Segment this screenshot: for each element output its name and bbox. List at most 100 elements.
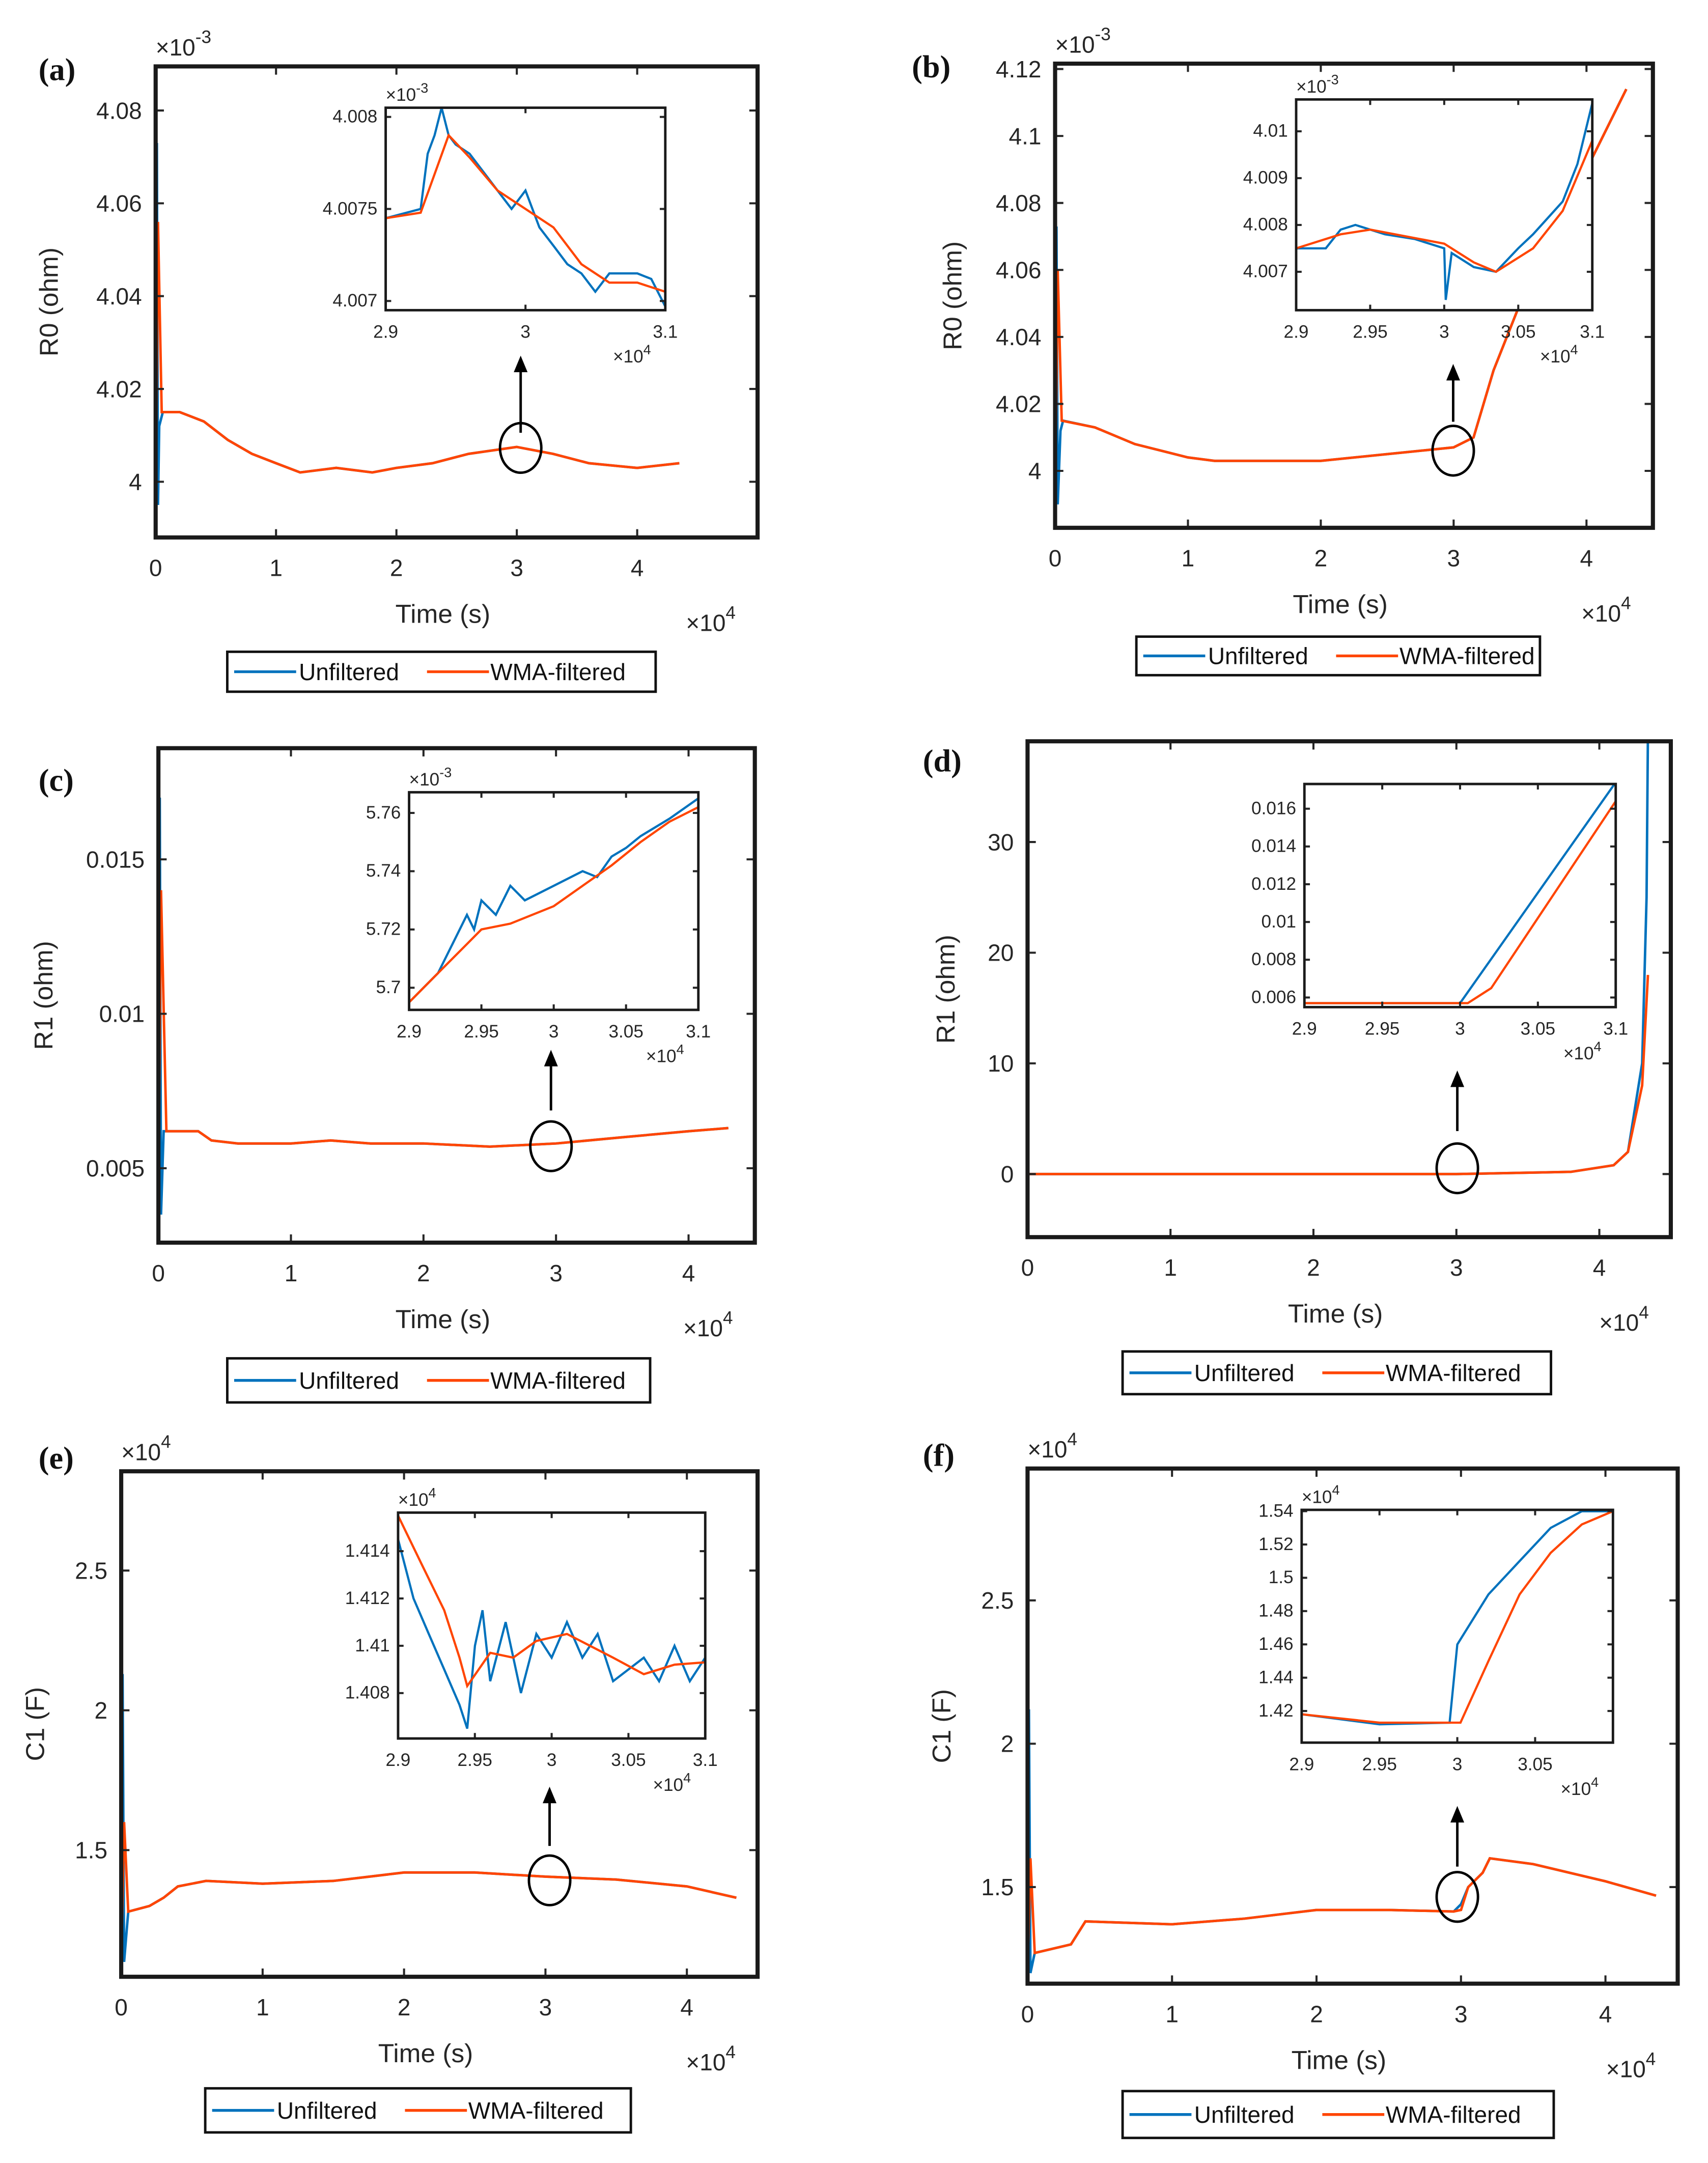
x-tick-label: 4 <box>1599 2001 1612 2027</box>
panel-label: (e) <box>39 1441 74 1476</box>
y-tick-label: 1.5 <box>981 1874 1014 1900</box>
x-tick-label: 3 <box>549 1260 563 1286</box>
x-multiplier-base: ×10 <box>686 610 725 636</box>
inset-axes-box <box>408 791 700 1012</box>
inset-x-tick-label: 3.05 <box>608 1022 643 1042</box>
inset-plot: 2.9 2.95 3 3.05 3.1 0.006 0.008 0.01 0.012 0.014 0… <box>1251 782 1628 1063</box>
y-multiplier: ×10-3 <box>1055 24 1111 58</box>
y-multiplier-exp: -3 <box>195 27 211 47</box>
inset-y-multiplier: ×10-3 <box>386 80 429 105</box>
filtered-series-line <box>155 221 680 528</box>
inset-x-tick-label: 2.9 <box>1292 1019 1317 1039</box>
y-tick-label: 4.08 <box>996 190 1041 216</box>
inset-x-tick-label: 2.9 <box>397 1022 422 1042</box>
inset-x-multiplier: ×104 <box>646 1042 684 1066</box>
inset-x-tick-label: 3.05 <box>1518 1754 1552 1774</box>
axes-box <box>1053 61 1655 530</box>
x-tick-label: 1 <box>1164 1254 1177 1281</box>
inset-x-tick-label: 2.9 <box>1289 1754 1314 1774</box>
inset-x-multiplier: ×104 <box>1540 342 1578 367</box>
arrow-up-icon <box>1450 1070 1465 1087</box>
x-tick-label: 0 <box>115 1994 128 2020</box>
inset-y-tick-label: 1.44 <box>1258 1667 1293 1687</box>
x-tick-label: 2 <box>390 555 403 581</box>
x-tick-label: 0 <box>1021 1254 1034 1281</box>
x-tick-label: 4 <box>680 1994 693 2020</box>
y-tick-label: 2 <box>94 1697 107 1724</box>
legend-unfiltered-label: Unfiltered <box>1194 1360 1295 1386</box>
inset-y-multiplier-exp: -3 <box>1327 72 1339 88</box>
x-tick-label: 1 <box>1165 2001 1179 2027</box>
inset-x-multiplier-exp: 4 <box>677 1042 684 1057</box>
inset-y-tick-label: 1.52 <box>1258 1534 1293 1554</box>
legend-unfiltered-label: Unfiltered <box>1194 2101 1295 2128</box>
inset-y-tick-label: 1.408 <box>345 1683 390 1703</box>
arrow-up-icon <box>543 1786 557 1804</box>
x-tick-label: 0 <box>1049 545 1062 572</box>
inset-y-tick-label: 4.007 <box>332 291 377 311</box>
inset-x-tick-label: 2.95 <box>464 1022 498 1042</box>
axes-box <box>156 746 757 1245</box>
inset-y-multiplier-base: ×10 <box>398 1490 429 1510</box>
inset-x-tick-label: 3 <box>547 1750 557 1770</box>
y-tick-label: 4.02 <box>96 376 142 402</box>
inset-y-tick-label: 0.012 <box>1251 874 1296 894</box>
inset-y-tick-label: 0.016 <box>1251 798 1296 818</box>
inset-y-tick-label: 1.46 <box>1258 1634 1293 1654</box>
inset-y-multiplier-exp: 4 <box>429 1485 436 1501</box>
y-tick-label: 0.005 <box>86 1155 145 1182</box>
inset-plot: 2.9 2.95 3 3.05 1.42 1.44 1.46 1.48 1.5 1.52 1.54 ×… <box>1258 1482 1614 1799</box>
x-multiplier-base: ×10 <box>1599 1309 1639 1336</box>
inset-y-tick-label: 1.48 <box>1258 1601 1293 1621</box>
inset-x-multiplier-base: ×10 <box>1560 1779 1591 1799</box>
x-multiplier-base: ×10 <box>1606 2056 1646 2083</box>
legend: Unfiltered WMA-filtered <box>1121 2090 1555 2140</box>
inset-x-multiplier-base: ×10 <box>1563 1044 1594 1063</box>
inset-y-tick-label: 1.54 <box>1258 1501 1293 1521</box>
zoom-region-circle <box>1435 1871 1479 1923</box>
inset-y-tick-label: 5.72 <box>366 919 401 939</box>
inset-y-tick-label: 5.76 <box>366 803 401 823</box>
x-multiplier: ×104 <box>683 1308 733 1341</box>
y-axis-label: C1 (F) <box>20 1687 50 1761</box>
x-tick-label: 4 <box>1593 1254 1606 1281</box>
x-tick-label: 0 <box>152 1260 165 1286</box>
y-tick-label: 4.08 <box>96 97 142 124</box>
arrow-up-icon <box>1446 363 1460 381</box>
x-tick-label: 0 <box>1021 2001 1034 2027</box>
inset-y-multiplier-base: ×10 <box>409 770 440 790</box>
inset-x-multiplier-exp: 4 <box>1571 342 1578 357</box>
x-tick-label: 2 <box>1310 2001 1323 2027</box>
inset-y-multiplier: ×10-3 <box>1296 72 1339 97</box>
zoom-region-circle <box>527 1854 572 1906</box>
x-axis-label: Time (s) <box>1292 2045 1387 2074</box>
inset-x-multiplier: ×104 <box>1563 1039 1602 1063</box>
y-axis-label: R1 (ohm) <box>29 941 58 1050</box>
inset-y-multiplier-base: ×10 <box>1302 1487 1332 1507</box>
inset-y-tick-label: 1.42 <box>1258 1701 1293 1721</box>
x-tick-label: 2 <box>1307 1254 1320 1281</box>
axes-box <box>153 64 760 540</box>
inset-x-tick-label: 2.95 <box>1353 322 1387 342</box>
inset-axes-box <box>1303 782 1617 1008</box>
x-tick-label: 4 <box>1580 545 1593 572</box>
y-tick-label: 4.06 <box>96 190 142 217</box>
inset-x-tick-label: 3.1 <box>693 1750 718 1770</box>
x-axis-label: Time (s) <box>1288 1299 1383 1328</box>
x-multiplier: ×104 <box>1581 593 1631 626</box>
inset-plot-background <box>409 792 698 1010</box>
inset-filtered-series-line <box>385 133 665 293</box>
inset-plot: 2.9 2.95 3 3.05 3.14.0074.0084.0094.01×104×1… <box>1243 72 1605 367</box>
inset-unfiltered-series-line <box>398 1539 706 1729</box>
inset-x-tick-label: 2.9 <box>373 322 398 342</box>
inset-filtered-series-line <box>409 806 698 1003</box>
inset-x-tick-label: 3.05 <box>1521 1019 1555 1039</box>
legend-unfiltered-label: Unfiltered <box>277 2097 377 2124</box>
zoom-region-circle <box>529 1120 573 1172</box>
y-axis-label: R0 (ohm) <box>34 247 64 356</box>
inset-unfiltered-series-line <box>385 107 665 307</box>
y-tick-label: 0 <box>1001 1161 1014 1188</box>
